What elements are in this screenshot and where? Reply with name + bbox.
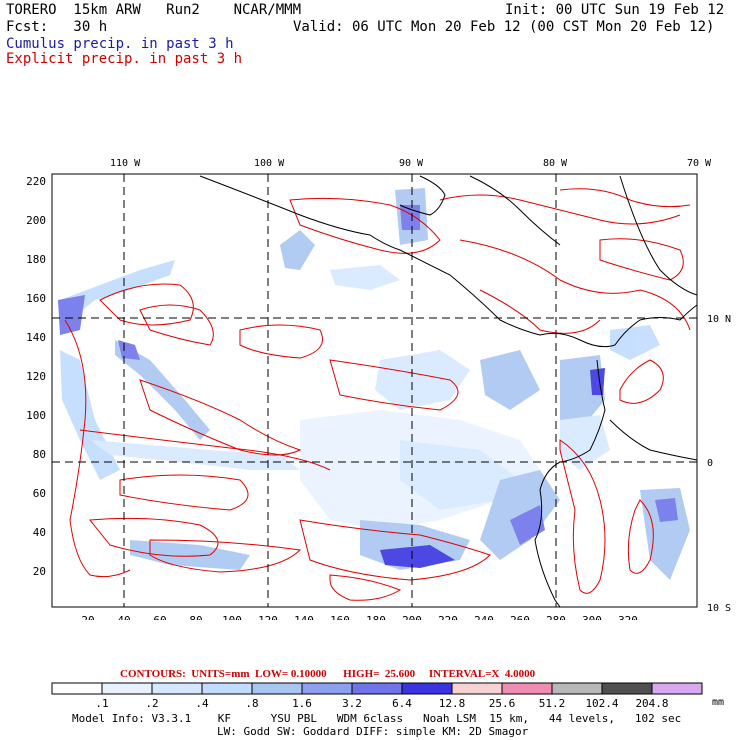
lat-label-10n: 10 N [707, 314, 731, 325]
colorbar-swatch [151, 682, 203, 695]
colorbar-swatch [351, 682, 403, 695]
y-tick: 60 [33, 487, 46, 500]
colorbar-swatch [401, 682, 453, 695]
colorbar-swatch [301, 682, 353, 695]
y-tick: 120 [26, 370, 46, 383]
lat-lon-grid [52, 174, 697, 607]
colorbar-swatch [501, 682, 553, 695]
colorbar: .1.2.4.8 1.6 3.2 6.4 12.8 25.6 51.2 102.4 204.8 … [51, 682, 724, 710]
colorbar-swatch [201, 682, 253, 695]
x-tick: 300 [582, 614, 602, 620]
x-tick: 100 [222, 614, 242, 620]
init-time: Init: 00 UTC Sun 19 Feb 12 [505, 2, 725, 18]
colorbar-swatch [551, 682, 603, 695]
y-tick: 180 [26, 253, 46, 266]
x-tick: 40 [117, 614, 130, 620]
lon-label-90w: 90 W [399, 158, 424, 169]
colorbar-label: .4 [195, 697, 209, 710]
contour-info: CONTOURS: UNITS=mm LOW= 0.10000 HIGH= 25… [120, 668, 536, 680]
cumulus-legend: Cumulus precip. in past 3 h [6, 36, 234, 52]
colorbar-swatch [601, 682, 653, 695]
colorbar-label: 102.4 [585, 697, 618, 710]
y-tick: 140 [26, 331, 46, 344]
colorbar-swatch [51, 682, 103, 695]
y-tick: 80 [33, 448, 46, 461]
x-tick: 60 [153, 614, 166, 620]
forecast-hour: Fcst: 30 h [6, 19, 108, 35]
y-tick: 200 [26, 214, 46, 227]
lon-label-100w: 100 W [254, 158, 285, 169]
colorbar-label: .2 [145, 697, 158, 710]
colorbar-swatch [651, 682, 703, 695]
model-info: Model Info: V3.3.1 KF YSU PBL WDM 6class… [72, 712, 682, 725]
lon-label-80w: 80 W [543, 158, 568, 169]
valid-time: Valid: 06 UTC Mon 20 Feb 12 (00 CST Mon … [293, 19, 715, 35]
y-tick: 100 [26, 409, 46, 422]
model-title: TORERO 15km ARW Run2 NCAR/MMM [6, 2, 302, 18]
x-tick: 320 [618, 614, 638, 620]
y-tick: 160 [26, 292, 46, 305]
x-tick: 220 [438, 614, 458, 620]
y-tick: 20 [33, 565, 46, 578]
lon-label-70w: 70 W [687, 158, 712, 169]
y-tick: 220 [26, 175, 46, 188]
y-tick: 40 [33, 526, 46, 539]
x-tick: 140 [294, 614, 314, 620]
x-tick: 80 [189, 614, 202, 620]
colorbar-label: 51.2 [539, 697, 566, 710]
colorbar-swatch [101, 682, 153, 695]
colorbar-label: .1 [95, 697, 108, 710]
precip-map: 110 W 100 W 90 W 80 W 70 W 10 N 0 10 S 2… [26, 158, 731, 620]
x-tick: 260 [510, 614, 530, 620]
coastline [199, 175, 698, 608]
colorbar-label: 1.6 [292, 697, 312, 710]
lat-label-10s: 10 S [707, 603, 731, 614]
lon-label-110w: 110 W [110, 158, 141, 169]
explicit-legend: Explicit precip. in past 3 h [6, 51, 243, 67]
lat-label-0: 0 [707, 458, 713, 469]
colorbar-label: .8 [245, 697, 258, 710]
x-tick: 180 [366, 614, 386, 620]
colorbar-swatch [251, 682, 303, 695]
colorbar-label: 204.8 [635, 697, 668, 710]
x-tick: 120 [258, 614, 278, 620]
colorbar-unit: mm [712, 697, 724, 708]
x-tick: 20 [81, 614, 94, 620]
x-tick: 200 [402, 614, 422, 620]
x-tick: 160 [330, 614, 350, 620]
colorbar-label: 12.8 [439, 697, 466, 710]
colorbar-label: 25.6 [489, 697, 516, 710]
physics-info: LW: Godd SW: Goddard DIFF: simple KM: 2D… [217, 725, 529, 738]
x-tick: 280 [546, 614, 566, 620]
x-tick: 240 [474, 614, 494, 620]
colorbar-label: 6.4 [392, 697, 412, 710]
colorbar-swatch [451, 682, 503, 695]
colorbar-label: 3.2 [342, 697, 362, 710]
